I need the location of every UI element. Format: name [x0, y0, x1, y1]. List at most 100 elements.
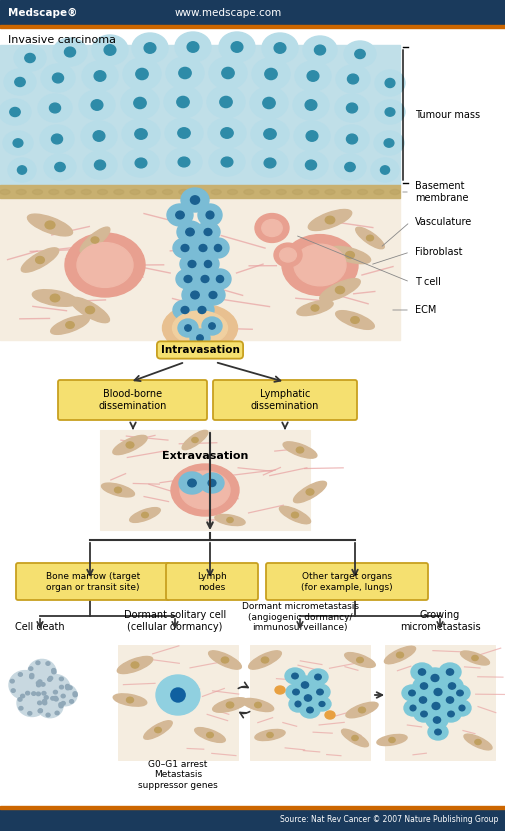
Ellipse shape: [163, 189, 173, 194]
Ellipse shape: [293, 90, 329, 120]
Ellipse shape: [248, 651, 281, 669]
Text: Lymph
nodes: Lymph nodes: [197, 573, 227, 592]
FancyBboxPatch shape: [166, 563, 258, 600]
Ellipse shape: [274, 243, 302, 267]
Bar: [100, 430, 310, 530]
Ellipse shape: [36, 661, 40, 665]
Ellipse shape: [199, 244, 207, 252]
Ellipse shape: [114, 189, 124, 194]
Ellipse shape: [166, 148, 202, 176]
Ellipse shape: [341, 189, 351, 194]
Ellipse shape: [227, 189, 237, 194]
Ellipse shape: [178, 128, 190, 138]
Ellipse shape: [44, 696, 48, 699]
Ellipse shape: [357, 657, 363, 662]
Ellipse shape: [173, 311, 227, 345]
Ellipse shape: [82, 61, 118, 91]
Text: Dormant micrometastasis
(angiogenic dormancy/
immunosurveillance): Dormant micrometastasis (angiogenic dorm…: [241, 602, 359, 632]
Ellipse shape: [49, 189, 59, 194]
Ellipse shape: [215, 244, 222, 252]
Ellipse shape: [190, 300, 214, 320]
Ellipse shape: [242, 698, 274, 711]
Ellipse shape: [18, 673, 22, 676]
Ellipse shape: [21, 694, 25, 698]
Ellipse shape: [293, 481, 326, 503]
Ellipse shape: [325, 216, 335, 224]
Ellipse shape: [335, 125, 369, 153]
Ellipse shape: [198, 204, 222, 226]
Ellipse shape: [123, 149, 159, 177]
Bar: [0, 25, 505, 28]
Ellipse shape: [265, 68, 277, 80]
Ellipse shape: [432, 702, 440, 710]
Ellipse shape: [201, 276, 209, 283]
Ellipse shape: [55, 711, 59, 715]
Ellipse shape: [267, 732, 273, 738]
Ellipse shape: [293, 689, 299, 695]
Ellipse shape: [356, 227, 384, 248]
Ellipse shape: [325, 711, 335, 719]
Ellipse shape: [435, 729, 441, 735]
Ellipse shape: [191, 238, 215, 258]
Ellipse shape: [36, 683, 40, 686]
Ellipse shape: [13, 139, 23, 147]
Ellipse shape: [207, 238, 229, 258]
Text: ECM: ECM: [415, 305, 436, 315]
Ellipse shape: [283, 442, 317, 458]
FancyBboxPatch shape: [213, 380, 357, 420]
Ellipse shape: [156, 675, 200, 715]
Ellipse shape: [193, 269, 217, 289]
Ellipse shape: [292, 189, 302, 194]
Ellipse shape: [292, 673, 298, 679]
Text: Other target organs
(for example, lungs): Other target organs (for example, lungs): [301, 573, 393, 592]
Ellipse shape: [410, 706, 416, 711]
Ellipse shape: [453, 700, 471, 716]
Ellipse shape: [10, 107, 20, 116]
Ellipse shape: [55, 162, 65, 171]
Ellipse shape: [179, 67, 191, 79]
Ellipse shape: [275, 686, 285, 694]
Ellipse shape: [180, 254, 204, 274]
Ellipse shape: [197, 335, 203, 342]
Ellipse shape: [421, 683, 428, 689]
Ellipse shape: [19, 706, 23, 710]
Ellipse shape: [41, 64, 75, 92]
Ellipse shape: [184, 276, 192, 283]
Ellipse shape: [181, 244, 189, 252]
Ellipse shape: [80, 227, 110, 253]
Ellipse shape: [305, 695, 312, 701]
Ellipse shape: [375, 70, 405, 96]
Ellipse shape: [176, 211, 184, 219]
Ellipse shape: [336, 65, 370, 93]
Ellipse shape: [264, 129, 276, 140]
Ellipse shape: [285, 668, 305, 684]
Ellipse shape: [336, 311, 374, 329]
Ellipse shape: [59, 703, 63, 706]
Bar: [0, 806, 505, 809]
Ellipse shape: [309, 189, 319, 194]
Ellipse shape: [66, 686, 70, 690]
Ellipse shape: [122, 119, 160, 149]
Ellipse shape: [131, 662, 139, 668]
Ellipse shape: [40, 125, 74, 153]
Ellipse shape: [135, 129, 147, 140]
Ellipse shape: [36, 257, 44, 263]
Ellipse shape: [439, 691, 461, 709]
Ellipse shape: [414, 706, 434, 722]
Ellipse shape: [289, 696, 307, 712]
Ellipse shape: [177, 96, 189, 107]
Ellipse shape: [297, 301, 333, 316]
Text: G0–G1 arrest
Metastasis
suppressor genes: G0–G1 arrest Metastasis suppressor genes: [138, 760, 218, 789]
Ellipse shape: [313, 697, 331, 711]
Ellipse shape: [81, 121, 117, 151]
Ellipse shape: [294, 676, 316, 694]
Ellipse shape: [53, 38, 87, 66]
Ellipse shape: [260, 189, 270, 194]
Text: Cell death: Cell death: [15, 622, 65, 632]
Ellipse shape: [53, 684, 77, 706]
Ellipse shape: [213, 698, 247, 712]
Ellipse shape: [459, 706, 465, 711]
Ellipse shape: [167, 204, 193, 226]
Bar: [0, 809, 505, 831]
FancyBboxPatch shape: [16, 563, 170, 600]
